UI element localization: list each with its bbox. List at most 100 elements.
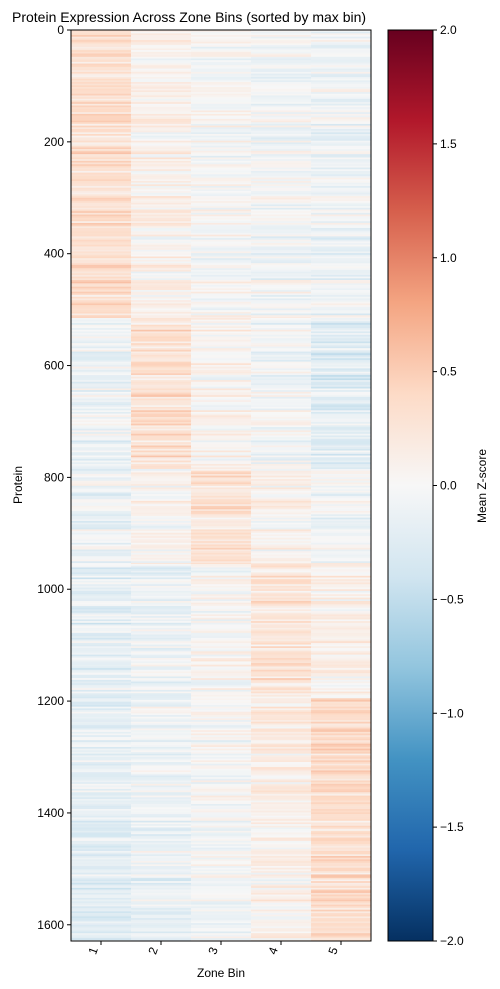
- heatmap-cell: [311, 256, 372, 259]
- heatmap-cell: [251, 177, 312, 180]
- heatmap-cell: [191, 140, 252, 143]
- heatmap-cell: [131, 120, 192, 123]
- heatmap-cell: [71, 56, 132, 59]
- heatmap-cell: [311, 172, 372, 175]
- heatmap-cell: [71, 353, 132, 356]
- heatmap-cell: [131, 542, 192, 545]
- heatmap-cell: [251, 708, 312, 711]
- heatmap-cell: [191, 693, 252, 696]
- heatmap-cell: [311, 694, 372, 697]
- heatmap-cell: [191, 416, 252, 419]
- heatmap-cell: [311, 817, 372, 820]
- heatmap-cell: [131, 145, 192, 148]
- heatmap-cell: [71, 295, 132, 298]
- heatmap-cell: [251, 480, 312, 483]
- heatmap-cell: [311, 570, 372, 573]
- heatmap-cell: [311, 886, 372, 889]
- heatmap-cell: [191, 889, 252, 892]
- heatmap-cell: [251, 453, 312, 456]
- heatmap-cell: [251, 328, 312, 331]
- heatmap-cell: [71, 125, 132, 128]
- heatmap-cell: [71, 467, 132, 470]
- heatmap-cell: [71, 735, 132, 738]
- heatmap-cell: [191, 359, 252, 362]
- heatmap-cell: [251, 256, 312, 259]
- heatmap-cell: [251, 45, 312, 48]
- heatmap-cell: [251, 187, 312, 190]
- heatmap-cell: [251, 921, 312, 924]
- heatmap-cell: [131, 536, 192, 539]
- heatmap-cell: [71, 358, 132, 361]
- heatmap-cell: [71, 103, 132, 106]
- heatmap-cell: [71, 561, 132, 564]
- heatmap-cell: [311, 239, 372, 242]
- heatmap-cell: [191, 931, 252, 934]
- heatmap-cell: [71, 521, 132, 523]
- heatmap-cell: [311, 561, 372, 564]
- heatmap-cell: [191, 616, 252, 619]
- heatmap-cell: [131, 123, 192, 126]
- heatmap-cell: [311, 746, 372, 749]
- heatmap-cell: [191, 797, 252, 800]
- heatmap-cell: [131, 182, 192, 185]
- heatmap-cell: [311, 512, 372, 515]
- heatmap-cell: [191, 296, 252, 299]
- heatmap-cell: [191, 872, 252, 875]
- heatmap-cell: [191, 711, 252, 714]
- heatmap-cell: [131, 296, 192, 299]
- heatmap-cell: [71, 507, 132, 510]
- heatmap-cell: [191, 549, 252, 552]
- heatmap-cell: [191, 773, 252, 776]
- heatmap-cell: [131, 433, 192, 436]
- heatmap-cell: [191, 438, 252, 441]
- heatmap-cell: [251, 715, 312, 718]
- heatmap-cell: [71, 46, 132, 49]
- heatmap-cell: [311, 674, 372, 677]
- heatmap-cell: [251, 798, 312, 801]
- heatmap-cell: [311, 901, 372, 904]
- heatmap-cell: [251, 857, 312, 860]
- heatmap-cell: [131, 770, 192, 773]
- heatmap-cell: [251, 388, 312, 391]
- heatmap-cell: [131, 460, 192, 463]
- heatmap-cell: [131, 269, 192, 272]
- heatmap-cell: [191, 500, 252, 503]
- heatmap-cell: [191, 783, 252, 786]
- heatmap-cell: [311, 631, 372, 634]
- heatmap-cell: [71, 298, 132, 301]
- heatmap-cell: [251, 837, 312, 840]
- heatmap-cell: [191, 187, 252, 190]
- heatmap-cell: [251, 514, 312, 517]
- heatmap-cell: [131, 169, 192, 172]
- heatmap-cell: [311, 115, 372, 118]
- heatmap-cell: [251, 882, 312, 885]
- heatmap-cell: [71, 273, 132, 276]
- heatmap-cell: [311, 398, 372, 401]
- heatmap-cell: [251, 817, 312, 820]
- heatmap-cell: [311, 107, 372, 110]
- heatmap-cell: [131, 118, 192, 121]
- heatmap-cell: [311, 315, 372, 318]
- heatmap-cell: [71, 51, 132, 54]
- heatmap-cell: [131, 504, 192, 507]
- heatmap-cell: [191, 705, 252, 707]
- heatmap-cell: [71, 438, 132, 441]
- heatmap-cell: [251, 517, 312, 520]
- heatmap-cell: [251, 906, 312, 909]
- heatmap-cell: [191, 85, 252, 88]
- heatmap-cell: [71, 406, 132, 409]
- heatmap-cell: [191, 92, 252, 95]
- heatmap-cell: [191, 492, 252, 495]
- heatmap-cell: [311, 654, 372, 657]
- heatmap-cell: [191, 298, 252, 301]
- heatmap-cell: [311, 93, 372, 96]
- heatmap-cell: [131, 524, 192, 527]
- heatmap-cell: [71, 815, 132, 818]
- heatmap-cell: [131, 842, 192, 845]
- heatmap-cell: [311, 733, 372, 736]
- heatmap-cell: [251, 743, 312, 746]
- heatmap-cell: [191, 909, 252, 912]
- heatmap-cell: [71, 291, 132, 294]
- heatmap-cell: [311, 298, 372, 301]
- heatmap-cell: [71, 835, 132, 838]
